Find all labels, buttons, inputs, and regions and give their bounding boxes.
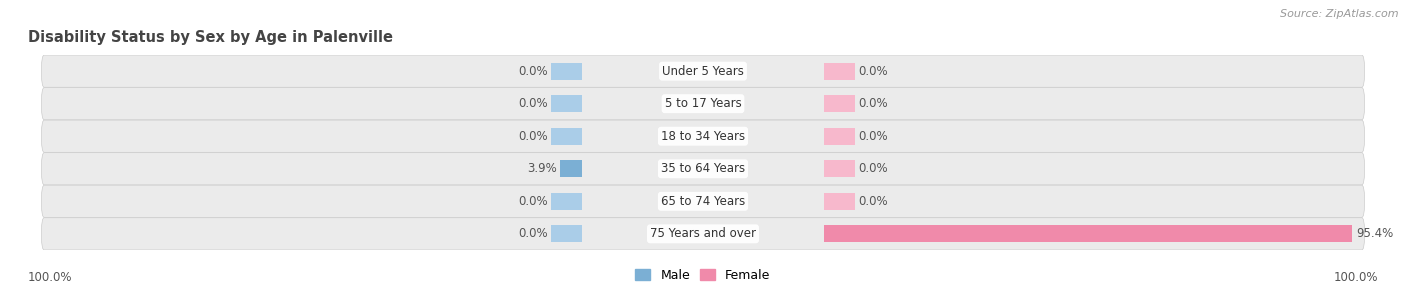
Bar	[551, 128, 582, 145]
Text: 3.9%: 3.9%	[527, 162, 557, 175]
Text: 0.0%: 0.0%	[519, 65, 548, 78]
Bar	[551, 225, 582, 242]
Bar	[560, 160, 582, 177]
Text: 95.4%: 95.4%	[1355, 227, 1393, 240]
Text: 5 to 17 Years: 5 to 17 Years	[665, 97, 741, 110]
Bar	[824, 95, 855, 112]
Text: 75 Years and over: 75 Years and over	[650, 227, 756, 240]
Text: Source: ZipAtlas.com: Source: ZipAtlas.com	[1281, 9, 1399, 19]
Text: 0.0%: 0.0%	[858, 97, 887, 110]
Text: Disability Status by Sex by Age in Palenville: Disability Status by Sex by Age in Palen…	[28, 30, 394, 45]
Text: 0.0%: 0.0%	[519, 97, 548, 110]
Text: 65 to 74 Years: 65 to 74 Years	[661, 195, 745, 208]
Legend: Male, Female: Male, Female	[630, 264, 776, 287]
Bar	[824, 128, 855, 145]
Bar	[551, 193, 582, 210]
Text: 100.0%: 100.0%	[28, 271, 73, 284]
Bar	[824, 225, 1353, 242]
Text: 0.0%: 0.0%	[519, 195, 548, 208]
Bar	[551, 63, 582, 80]
Text: 0.0%: 0.0%	[519, 227, 548, 240]
Text: 0.0%: 0.0%	[858, 195, 887, 208]
Bar	[551, 95, 582, 112]
Bar	[824, 193, 855, 210]
FancyBboxPatch shape	[42, 55, 1364, 87]
Text: Under 5 Years: Under 5 Years	[662, 65, 744, 78]
Text: 0.0%: 0.0%	[858, 162, 887, 175]
FancyBboxPatch shape	[42, 153, 1364, 185]
Text: 0.0%: 0.0%	[858, 65, 887, 78]
Bar	[824, 160, 855, 177]
Text: 0.0%: 0.0%	[858, 130, 887, 143]
Text: 0.0%: 0.0%	[519, 130, 548, 143]
Text: 35 to 64 Years: 35 to 64 Years	[661, 162, 745, 175]
FancyBboxPatch shape	[42, 88, 1364, 120]
Text: 18 to 34 Years: 18 to 34 Years	[661, 130, 745, 143]
Text: 100.0%: 100.0%	[1333, 271, 1378, 284]
FancyBboxPatch shape	[42, 218, 1364, 250]
FancyBboxPatch shape	[42, 120, 1364, 152]
FancyBboxPatch shape	[42, 185, 1364, 217]
Bar	[824, 63, 855, 80]
